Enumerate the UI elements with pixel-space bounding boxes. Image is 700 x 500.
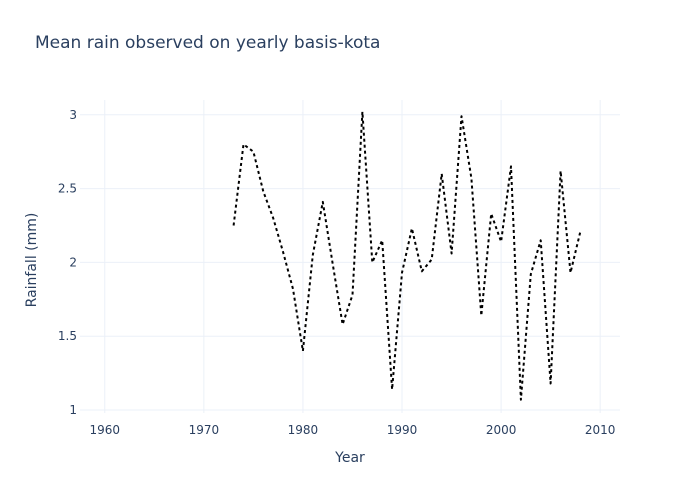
data-point	[540, 239, 542, 241]
data-point	[550, 383, 552, 385]
data-point	[252, 151, 254, 153]
data-point	[262, 191, 264, 193]
data-point	[560, 170, 562, 172]
data-point	[272, 217, 274, 219]
chart-title: Mean rain observed on yearly basis-kota	[35, 33, 381, 53]
data-point	[579, 230, 581, 232]
x-tick-label: 2010	[585, 423, 616, 437]
y-tick-labels: 1 1.5 2 2.5 3	[58, 108, 77, 417]
data-point	[342, 323, 344, 325]
data-point	[480, 315, 482, 317]
data-point	[391, 388, 393, 390]
data-point	[530, 273, 532, 275]
data-point	[292, 288, 294, 290]
data-point	[282, 251, 284, 253]
x-tick-label: 2000	[486, 423, 517, 437]
data-point	[322, 201, 324, 203]
y-axis-label: Rainfall (mm)	[24, 213, 40, 308]
data-point	[570, 272, 572, 274]
x-tick-labels: 1960 1970 1980 1990 2000 2010	[89, 423, 615, 437]
data-point	[510, 165, 512, 167]
y-tick-label: 2.5	[58, 182, 77, 196]
x-tick-label: 1990	[387, 423, 418, 437]
data-point	[302, 350, 304, 352]
x-tick-label: 1970	[189, 423, 220, 437]
data-point	[461, 115, 463, 117]
data-point	[470, 177, 472, 179]
x-tick-label: 1980	[288, 423, 319, 437]
y-gridlines	[80, 114, 620, 411]
y-tick-label: 3	[69, 108, 77, 122]
y-tick-label: 1	[69, 403, 77, 417]
data-point	[441, 173, 443, 175]
data-point	[233, 225, 235, 227]
data-point	[421, 270, 423, 272]
data-point	[411, 227, 413, 229]
data-point	[312, 254, 314, 256]
data-point	[520, 399, 522, 401]
y-tick-label: 2	[69, 255, 77, 269]
data-point	[381, 239, 383, 241]
x-axis-label: Year	[334, 450, 365, 466]
series-layer	[232, 110, 582, 401]
data-point	[332, 263, 334, 265]
rainfall-series-line	[232, 110, 582, 401]
x-tick-label: 1960	[89, 423, 120, 437]
data-point	[490, 213, 492, 215]
data-point	[371, 261, 373, 263]
data-point	[352, 294, 354, 296]
data-point	[361, 111, 363, 113]
y-tick-label: 1.5	[58, 329, 77, 343]
data-point	[451, 253, 453, 255]
data-point	[500, 241, 502, 243]
x-gridlines	[104, 100, 601, 413]
data-point	[431, 259, 433, 261]
data-point	[243, 143, 245, 145]
data-point	[401, 272, 403, 274]
